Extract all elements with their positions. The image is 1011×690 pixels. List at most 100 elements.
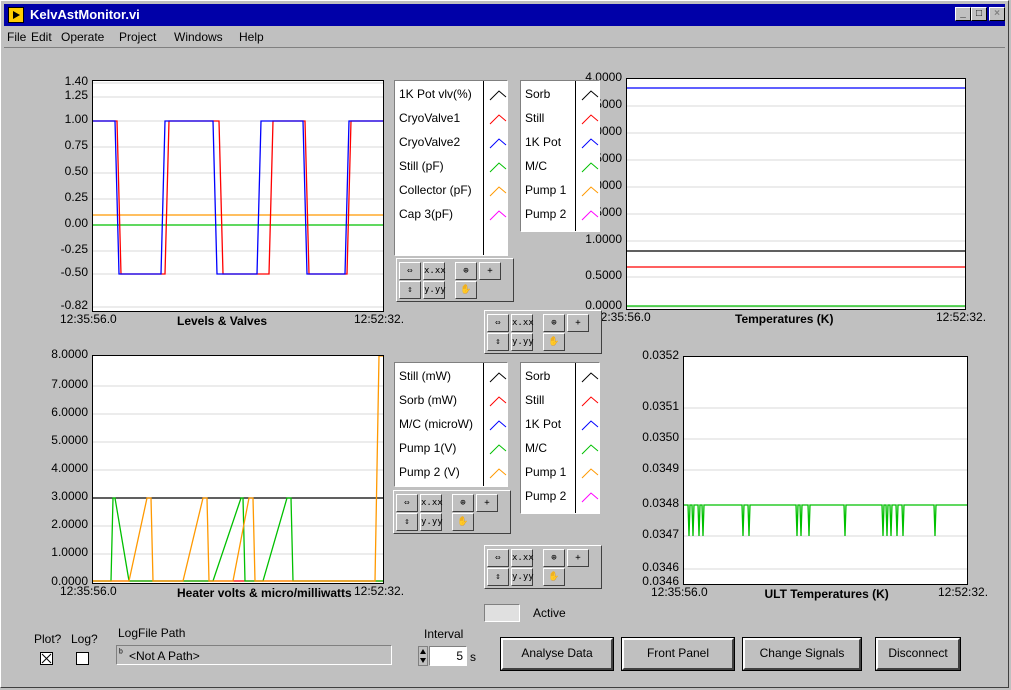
menu-help[interactable]: Help xyxy=(239,30,264,44)
pan-hand-icon[interactable]: ✋ xyxy=(455,281,477,299)
interval-stepper[interactable] xyxy=(418,646,428,666)
y-scale-format-button[interactable]: y.yy xyxy=(511,333,534,351)
legend-levels[interactable]: 1K Pot vlv(%) CryoValve1 CryoValve2 Still (… xyxy=(394,80,508,256)
cursor-plus-icon[interactable]: + xyxy=(567,314,589,332)
legend-entry[interactable]: M/C xyxy=(525,441,599,461)
zoom-icon[interactable]: ⊕ xyxy=(455,262,477,280)
y-scale-format-button[interactable]: y.yy xyxy=(423,281,446,299)
legend-swatch-icon xyxy=(581,184,599,198)
path-browse-icon[interactable]: ᵇ xyxy=(119,648,123,659)
pan-hand-icon[interactable]: ✋ xyxy=(543,568,565,586)
zoom-fit-x-button[interactable]: ⇔ xyxy=(396,494,418,512)
legend-heater[interactable]: Still (mW) Sorb (mW) M/C (microW) Pump 1(V)… xyxy=(394,362,508,487)
menu-project[interactable]: Project xyxy=(119,30,157,44)
x-scale-format-button[interactable]: x.xx xyxy=(511,549,534,567)
analyse-data-button[interactable]: Analyse Data xyxy=(500,637,614,671)
cursor-plus-icon[interactable]: + xyxy=(567,549,589,567)
logfile-path-field[interactable]: ᵇ <Not A Path> xyxy=(116,645,392,665)
legend-entry[interactable]: Collector (pF) xyxy=(399,183,507,203)
legend-entry[interactable]: 1K Pot vlv(%) xyxy=(399,87,507,107)
change-signals-button[interactable]: Change Signals xyxy=(742,637,862,671)
active-toggle[interactable] xyxy=(484,604,520,622)
cursor-plus-icon[interactable]: + xyxy=(476,494,498,512)
zoom-fit-x-button[interactable]: ⇔ xyxy=(487,314,509,332)
graph-palette-ult[interactable]: ⇔ x.xx ⊕ + ⇕ y.yy ✋ xyxy=(484,545,602,589)
x-scale-format-button[interactable]: x.xx xyxy=(511,314,534,332)
log-checkbox[interactable] xyxy=(76,652,89,665)
legend-entry[interactable]: CryoValve2 xyxy=(399,135,507,155)
menu-file[interactable]: File xyxy=(7,30,27,44)
menu-windows[interactable]: Windows xyxy=(174,30,223,44)
y-tick-label: 0.0347 xyxy=(642,527,679,541)
y-tick-label: 3.0000 xyxy=(51,489,88,503)
zoom-icon[interactable]: ⊕ xyxy=(452,494,474,512)
legend-label: Pump 2 (V) xyxy=(399,465,460,479)
plot-levels[interactable] xyxy=(92,80,384,312)
graph-palette-temps[interactable]: ⇔ x.xx ⊕ + ⇕ y.yy ✋ xyxy=(484,310,602,354)
x-scale-format-button[interactable]: x.xx xyxy=(420,494,443,512)
legend-entry[interactable]: Still xyxy=(525,393,599,413)
legend-entry[interactable]: Pump 1 xyxy=(525,465,599,485)
legend-entry[interactable]: Still (mW) xyxy=(399,369,507,389)
zoom-fit-y-button[interactable]: ⇕ xyxy=(487,333,509,351)
zoom-fit-x-button[interactable]: ⇔ xyxy=(399,262,421,280)
maximize-button[interactable]: □ xyxy=(971,7,987,21)
legend-swatch-icon xyxy=(489,88,507,102)
legend-swatch xyxy=(581,210,599,221)
legend-entry[interactable]: Sorb xyxy=(525,87,599,107)
disconnect-button[interactable]: Disconnect xyxy=(875,637,961,671)
legend-entry[interactable]: Sorb (mW) xyxy=(399,393,507,413)
legend-entry[interactable]: Pump 1 xyxy=(525,183,599,203)
legend-divider xyxy=(575,81,576,231)
legend-entry[interactable]: Pump 2 xyxy=(525,489,599,509)
legend-temps[interactable]: Sorb Still 1K Pot M/C Pump 1 Pump 2 xyxy=(520,80,600,232)
legend-swatch xyxy=(581,396,599,407)
y-tick-label: 0.5000 xyxy=(585,268,622,282)
legend-ult[interactable]: Sorb Still 1K Pot M/C Pump 1 Pump 2 xyxy=(520,362,600,514)
y-tick-label: 5.0000 xyxy=(51,433,88,447)
legend-entry[interactable]: CryoValve1 xyxy=(399,111,507,131)
plot-heater[interactable] xyxy=(92,355,384,584)
plot-checkbox[interactable] xyxy=(40,652,53,665)
menu-operate[interactable]: Operate xyxy=(61,30,105,44)
legend-entry[interactable]: M/C (microW) xyxy=(399,417,507,437)
zoom-fit-y-button[interactable]: ⇕ xyxy=(396,513,418,531)
legend-swatch-icon xyxy=(489,160,507,174)
y-tick-label: 2.0000 xyxy=(51,517,88,531)
plot-temps[interactable] xyxy=(626,78,966,310)
y-scale-format-button[interactable]: y.yy xyxy=(420,513,443,531)
zoom-icon[interactable]: ⊕ xyxy=(543,549,565,567)
front-panel-button[interactable]: Front Panel xyxy=(621,637,735,671)
close-button[interactable]: × xyxy=(989,7,1005,21)
legend-entry[interactable]: Pump 1(V) xyxy=(399,441,507,461)
minimize-button[interactable]: _ xyxy=(955,7,971,21)
y-scale-format-button[interactable]: y.yy xyxy=(511,568,534,586)
y-tick-label: 6.0000 xyxy=(51,405,88,419)
window-title: KelvAstMonitor.vi xyxy=(30,7,140,22)
legend-entry[interactable]: Cap 3(pF) xyxy=(399,207,507,227)
legend-entry[interactable]: Still (pF) xyxy=(399,159,507,179)
legend-entry[interactable]: Sorb xyxy=(525,369,599,389)
cursor-plus-icon[interactable]: + xyxy=(479,262,501,280)
legend-label: Sorb (mW) xyxy=(399,393,457,407)
menu-edit[interactable]: Edit xyxy=(31,30,52,44)
x-scale-format-button[interactable]: x.xx xyxy=(423,262,446,280)
zoom-fit-y-button[interactable]: ⇕ xyxy=(399,281,421,299)
zoom-fit-x-button[interactable]: ⇔ xyxy=(487,549,509,567)
zoom-fit-y-button[interactable]: ⇕ xyxy=(487,568,509,586)
interval-input[interactable]: 5 xyxy=(429,646,467,666)
legend-entry[interactable]: 1K Pot xyxy=(525,417,599,437)
legend-swatch-icon xyxy=(489,370,507,384)
plot-ult[interactable] xyxy=(683,356,968,585)
legend-entry[interactable]: 1K Pot xyxy=(525,135,599,155)
legend-entry[interactable]: M/C xyxy=(525,159,599,179)
graph-palette-levels[interactable]: ⇔ x.xx ⊕ + ⇕ y.yy ✋ xyxy=(396,258,514,302)
graph-palette-heater[interactable]: ⇔ x.xx ⊕ + ⇕ y.yy ✋ xyxy=(393,490,511,534)
zoom-icon[interactable]: ⊕ xyxy=(543,314,565,332)
legend-entry[interactable]: Still xyxy=(525,111,599,131)
legend-entry[interactable]: Pump 2 (V) xyxy=(399,465,507,485)
legend-entry[interactable]: Pump 2 xyxy=(525,207,599,227)
legend-swatch-icon xyxy=(581,490,599,504)
pan-hand-icon[interactable]: ✋ xyxy=(543,333,565,351)
pan-hand-icon[interactable]: ✋ xyxy=(452,513,474,531)
